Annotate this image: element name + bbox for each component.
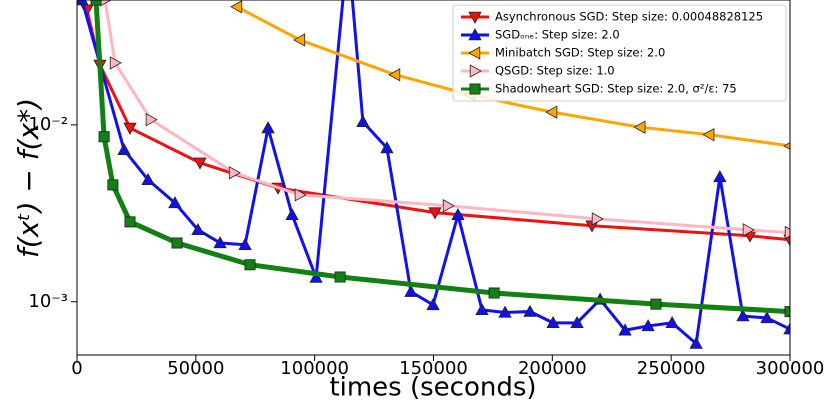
legend-marker — [468, 11, 482, 24]
marker — [261, 121, 275, 134]
legend-label: Asynchronous SGD: Step size: 0.000488281… — [495, 10, 763, 24]
marker — [633, 120, 646, 134]
marker — [760, 311, 774, 324]
marker — [334, 271, 346, 283]
legend-label: SGDₒₙₑ: Step size: 2.0 — [495, 28, 620, 42]
x-tick-label: 250000 — [637, 358, 706, 379]
marker — [618, 323, 632, 336]
marker — [442, 199, 455, 213]
legend-label: QSGD: Step size: 1.0 — [495, 64, 615, 78]
marker — [109, 56, 122, 70]
marker — [77, 0, 89, 6]
marker — [99, 0, 112, 7]
marker — [380, 141, 394, 154]
marker — [784, 225, 790, 240]
marker — [145, 112, 158, 127]
x-tick-label: 150000 — [399, 358, 468, 379]
marker — [107, 179, 119, 191]
marker — [123, 122, 137, 135]
marker — [784, 306, 790, 318]
marker — [475, 303, 489, 316]
series-line — [236, 5, 790, 148]
marker — [171, 237, 183, 249]
legend-box — [452, 4, 787, 102]
legend-label: Shadowheart SGD: Step size: 2.0, σ²/ε: 7… — [495, 82, 737, 96]
y-axis-label: f(xᵗ) − f(x*) — [12, 98, 45, 258]
marker — [783, 142, 790, 150]
marker — [285, 208, 299, 221]
marker — [428, 207, 442, 220]
marker — [665, 316, 679, 329]
marker — [570, 316, 584, 329]
y-tick-label: 10⁻³ — [28, 291, 68, 312]
marker — [650, 298, 662, 310]
marker — [591, 212, 604, 226]
marker — [523, 304, 537, 317]
marker — [244, 259, 256, 271]
marker — [356, 115, 370, 128]
plot-frame — [76, 0, 791, 356]
x-tick-label: 300000 — [756, 358, 825, 379]
legend-marker — [469, 64, 482, 78]
y-tick-label: 10⁻² — [28, 114, 68, 135]
legend-marker — [468, 46, 481, 60]
marker — [546, 316, 560, 329]
marker — [293, 33, 306, 47]
marker — [702, 128, 715, 142]
marker — [168, 196, 182, 209]
marker — [309, 270, 323, 283]
marker — [193, 157, 207, 170]
marker — [98, 131, 110, 143]
marker — [689, 336, 703, 349]
series-line — [93, 0, 790, 315]
marker — [228, 166, 241, 180]
marker — [783, 322, 790, 335]
marker — [388, 68, 401, 82]
x-tick-label: 0 — [71, 358, 82, 379]
marker — [90, 0, 102, 6]
marker — [117, 142, 131, 155]
legend-marker — [468, 28, 482, 41]
marker — [294, 188, 307, 202]
x-tick-label: 50000 — [167, 358, 224, 379]
marker — [141, 172, 155, 186]
marker — [713, 170, 727, 183]
plot-area — [77, 0, 790, 349]
x-axis-label: times (seconds) — [329, 373, 536, 403]
legend-marker — [469, 83, 481, 95]
marker — [545, 105, 558, 119]
marker — [736, 309, 750, 322]
marker — [641, 319, 655, 332]
marker — [426, 298, 440, 311]
marker — [238, 237, 252, 250]
x-tick-label: 200000 — [518, 358, 587, 379]
marker — [498, 305, 512, 318]
marker — [230, 0, 243, 14]
marker — [451, 208, 465, 221]
legend-label: Minibatch SGD: Step size: 2.0 — [495, 46, 665, 60]
marker — [213, 236, 227, 249]
marker — [488, 287, 500, 299]
marker — [404, 284, 418, 297]
marker — [191, 223, 205, 236]
marker — [742, 223, 755, 237]
marker — [124, 216, 136, 228]
x-tick-label: 100000 — [280, 358, 349, 379]
